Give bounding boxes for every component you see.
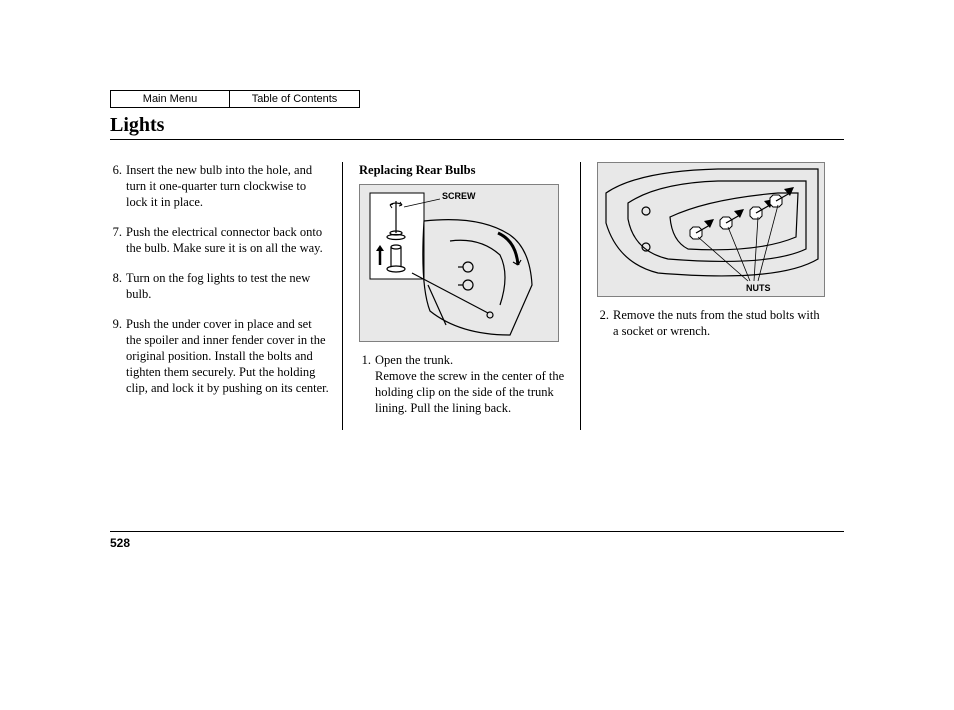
step-item: 2. Remove the nuts from the stud bolts w…	[597, 307, 828, 339]
column-2: Replacing Rear Bulbs	[342, 162, 580, 430]
figure-label-screw: SCREW	[442, 191, 476, 201]
manual-page: Main Menu Table of Contents Lights 6. In…	[110, 90, 844, 550]
step-item: 7. Push the electrical connector back on…	[110, 224, 330, 256]
step-number: 1.	[359, 352, 375, 416]
figure-label-nuts: NUTS	[746, 283, 771, 293]
step-number: 9.	[110, 316, 126, 396]
step-text: Remove the nuts from the stud bolts with…	[613, 307, 828, 339]
step-item: 6. Insert the new bulb into the hole, an…	[110, 162, 330, 210]
content-columns: 6. Insert the new bulb into the hole, an…	[110, 162, 844, 430]
step-text: Push the electrical connector back onto …	[126, 224, 330, 256]
step-text: Open the trunk. Remove the screw in the …	[375, 352, 568, 416]
step-text: Turn on the fog lights to test the new b…	[126, 270, 330, 302]
section-heading: Replacing Rear Bulbs	[359, 162, 568, 178]
page-title: Lights	[110, 114, 844, 140]
column-1: 6. Insert the new bulb into the hole, an…	[110, 162, 342, 430]
main-menu-button[interactable]: Main Menu	[110, 90, 230, 108]
step-number: 7.	[110, 224, 126, 256]
step-item: 8. Turn on the fog lights to test the ne…	[110, 270, 330, 302]
nav-bar: Main Menu Table of Contents	[110, 90, 844, 108]
page-number: 528	[110, 531, 844, 550]
step-text: Push the under cover in place and set th…	[126, 316, 330, 396]
figure-screw-clip: SCREW	[359, 184, 559, 342]
step-rest: Remove the screw in the center of the ho…	[375, 369, 564, 415]
figure-nuts: NUTS	[597, 162, 825, 297]
step-number: 2.	[597, 307, 613, 339]
step-item: 9. Push the under cover in place and set…	[110, 316, 330, 396]
step-number: 6.	[110, 162, 126, 210]
step-line1: Open the trunk.	[375, 353, 453, 367]
step-item: 1. Open the trunk. Remove the screw in t…	[359, 352, 568, 416]
step-text: Insert the new bulb into the hole, and t…	[126, 162, 330, 210]
step-number: 8.	[110, 270, 126, 302]
toc-button[interactable]: Table of Contents	[230, 90, 360, 108]
column-3: NUTS 2. Remove the nuts from the stud bo…	[580, 162, 828, 430]
